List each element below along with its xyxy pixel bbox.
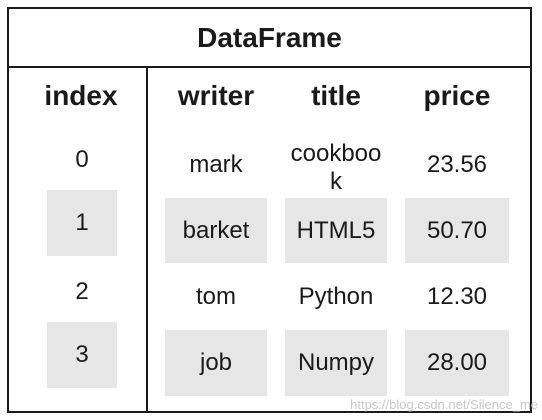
index-cell: 3 (47, 322, 117, 388)
index-cell: 1 (47, 190, 117, 256)
title-cell: HTML5 (285, 198, 387, 263)
dataframe-title: DataFrame (9, 9, 530, 68)
writer-cell: job (165, 330, 267, 396)
index-cell: 2 (75, 278, 89, 305)
price-cell: 23.56 (426, 151, 488, 178)
watermark-text: https://blog.csdn.net/Silence_me (350, 397, 538, 412)
index-cell: 0 (75, 146, 89, 173)
header-title: title (311, 80, 361, 111)
header-writer: writer (177, 80, 255, 111)
title-cell: Python (298, 283, 374, 310)
header-index: index (44, 80, 118, 111)
price-cell: 12.30 (426, 283, 488, 310)
price-cell: 28.00 (405, 330, 509, 396)
writer-cell: tom (195, 283, 236, 310)
price-cell: 50.70 (405, 198, 509, 263)
writer-cell: barket (165, 198, 267, 263)
index-divider (146, 68, 148, 413)
title-cell: cookbook (290, 140, 382, 195)
header-price: price (423, 80, 491, 111)
writer-cell: mark (189, 151, 243, 178)
title-cell: Numpy (285, 330, 387, 396)
